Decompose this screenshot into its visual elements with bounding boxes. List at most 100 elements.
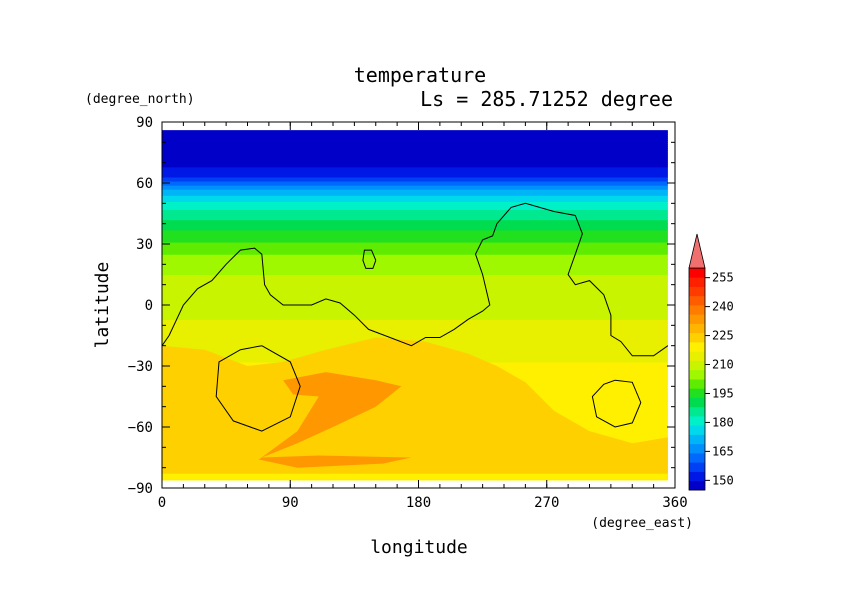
chart-title: temperature [354,63,486,87]
temperature-band [162,282,668,286]
contour-olympus-region [362,249,377,269]
x-axis-label: longitude [370,537,468,558]
temperature-band [162,284,668,288]
x-tick-label: 360 [662,495,687,511]
temperature-band [162,158,668,162]
temperature-band [162,146,668,150]
temperature-band [162,180,668,184]
temperature-band [162,294,668,298]
colorbar-swatch [689,295,705,306]
temperature-band [162,241,668,245]
colorbar-swatch [689,379,705,389]
temperature-band [162,305,668,308]
temperature-band [162,270,668,274]
temperature-band [162,302,668,306]
temperature-band [162,276,668,280]
temperature-band [162,239,668,243]
temperature-band [162,298,668,302]
temperature-band [162,219,668,223]
temperature-band [162,199,668,202]
contour-continent-boundary [162,202,669,357]
temperature-band [162,235,668,239]
temperature-band [162,189,668,192]
temperature-band [162,246,668,249]
temperature-band [162,140,668,143]
colorbar-swatch [689,406,705,417]
temperature-band [162,260,668,263]
temperature-band [162,136,668,139]
temperature-band [162,333,668,337]
temperature-band [162,300,668,304]
temperature-band [162,266,668,269]
colorbar-swatch [689,360,705,371]
colorbar-swatch [689,480,705,491]
temperature-band [162,130,668,133]
temperature-band [162,213,668,217]
temperature-band [162,325,668,328]
colorbar-swatch [689,369,705,380]
temperature-band [162,150,668,154]
y-tick-label: −30 [128,359,153,375]
temperature-band [162,296,668,300]
x-tick-label: 270 [534,495,559,511]
temperature-band [162,138,668,141]
temperature-band [162,250,668,253]
temperature-region [162,473,668,480]
temperature-band [162,201,668,204]
temperature-band [162,309,668,312]
colorbar-label: 225 [712,329,734,343]
temperature-band [162,315,668,318]
temperature-band [162,337,668,341]
temperature-band [162,329,668,333]
colorbar-swatch [689,332,705,343]
temperature-band [162,195,668,198]
colorbar-swatch [689,453,705,463]
temperature-band [162,290,668,294]
temperature-band [162,162,668,166]
temperature-field [162,130,668,481]
colorbar-swatch [689,314,705,324]
temperature-band [162,223,668,227]
temperature-band [162,327,668,330]
temperature-band [162,278,668,282]
contour-argyre-basin [591,379,642,428]
temperature-band [162,233,668,237]
colorbar-swatch [689,416,705,426]
temperature-band [162,248,668,251]
colorbar-swatch [689,351,705,361]
colorbar-swatch [689,434,705,445]
temperature-band [162,174,668,178]
y-tick-label: 30 [136,237,153,253]
y-tick-label: −60 [128,420,153,436]
topography-contours [162,202,669,432]
temperature-band [162,221,668,225]
colorbar-swatch [689,425,705,435]
temperature-band [162,321,668,324]
temperature-band [162,217,668,221]
colorbar-label: 195 [712,386,734,400]
temperature-band [162,272,668,276]
temperature-band [162,268,668,272]
temperature-band [162,311,668,314]
temperature-band [162,193,668,196]
temperature-band [162,237,668,241]
temperature-band [162,168,668,172]
temperature-band [162,231,668,235]
y-axis-units: (degree_north) [85,92,195,107]
temperature-band [162,227,668,231]
axis-ticks: 0 90 180 270 360 −90 −60 −30 0 30 60 90 [128,115,688,511]
temperature-band [162,335,668,339]
temperature-band [162,187,668,190]
colorbar: 150 165 180 195 210 225 240 255 [688,233,734,491]
temperature-band [162,207,668,211]
temperature-band [162,160,668,164]
colorbar-label: 255 [712,271,734,285]
temperature-band [162,215,668,219]
colorbar-swatch [689,323,705,334]
colorbar-swatch [689,397,705,408]
x-tick-label: 180 [406,495,431,511]
temperature-band [162,156,668,160]
x-tick-label: 90 [282,495,299,511]
y-tick-label: −90 [128,481,153,497]
